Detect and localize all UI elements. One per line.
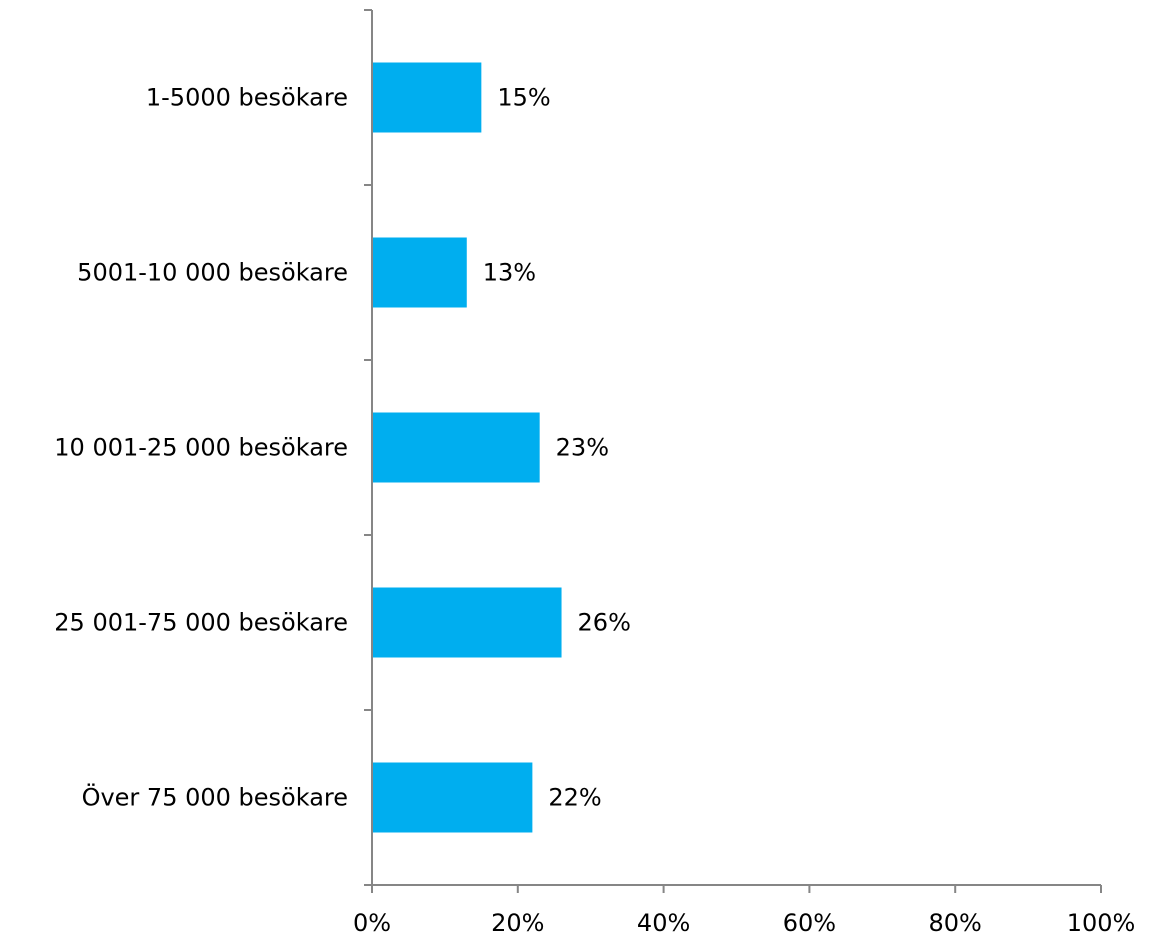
- x-tick-label-3: 40%: [637, 909, 690, 934]
- category-label-1: 1-5000 besökare: [146, 84, 348, 112]
- data-label-3: 23%: [556, 434, 609, 462]
- category-label-4: 25 001-75 000 besökare: [54, 609, 348, 637]
- bar-2: [372, 237, 467, 308]
- bar-5: [372, 762, 533, 833]
- category-label-2: 5001-10 000 besökare: [77, 259, 348, 287]
- category-label-5: Över 75 000 besökare: [82, 783, 348, 812]
- data-label-2: 13%: [483, 259, 536, 287]
- x-tick-label-1: 0%: [353, 909, 391, 934]
- x-tick-label-4: 60%: [783, 909, 836, 934]
- bar-3: [372, 412, 540, 483]
- bar-4: [372, 587, 562, 658]
- category-label-3: 10 001-25 000 besökare: [54, 434, 348, 462]
- x-tick-label-5: 80%: [929, 909, 982, 934]
- x-tick-label-6: 100%: [1067, 909, 1136, 934]
- axes: [364, 9, 1102, 893]
- data-label-5: 22%: [548, 784, 601, 812]
- x-tick-label-2: 20%: [491, 909, 544, 934]
- labels: 1-5000 besökare 15% 5001-10 000 besökare 13…: [54, 84, 1135, 934]
- data-label-1: 15%: [497, 84, 550, 112]
- bar-1: [372, 62, 482, 133]
- data-label-4: 26%: [578, 609, 631, 637]
- bars: [372, 62, 562, 833]
